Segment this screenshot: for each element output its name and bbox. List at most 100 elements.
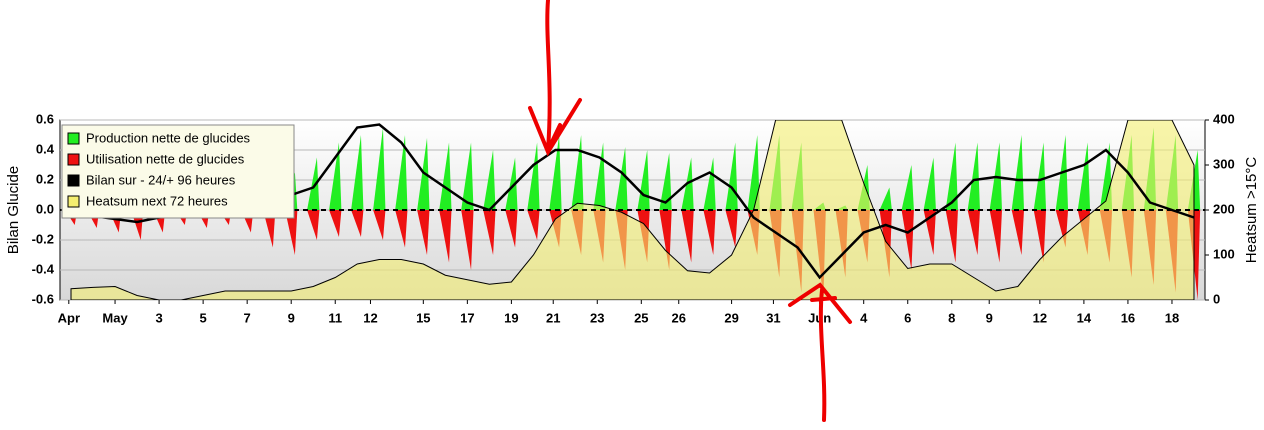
spike [945,210,958,263]
spike [747,135,760,210]
x-tick-label: 17 [460,310,474,325]
x-tick-label: 15 [416,310,430,325]
spike [1011,210,1025,255]
spike [373,210,386,240]
x-tick-label: May [102,310,128,325]
spike [527,142,540,210]
x-tick-label: 11 [328,310,342,325]
y-tick-label: 0.6 [36,111,54,126]
spike [1033,142,1047,210]
y2-tick-label: 0 [1213,291,1220,306]
area [70,120,1195,300]
spike [703,210,716,255]
spike [285,210,298,255]
x-tick-label: 31 [766,310,780,325]
plot [60,120,1205,300]
spike [505,157,518,210]
spike [1077,142,1091,210]
y2-tick-label: 300 [1213,156,1235,171]
x-tick-label: 9 [986,310,993,325]
spike [901,165,914,210]
spike [439,142,452,210]
spike [945,142,958,210]
spike [329,142,342,210]
spike [879,187,892,210]
spike [307,157,320,210]
x-tick-label: 12 [363,310,377,325]
y2-tick-label: 400 [1213,111,1235,126]
spike [681,210,694,263]
x-tick-label: 8 [948,310,955,325]
spike [395,135,408,210]
spike [725,210,738,248]
legend-label: Bilan sur - 24/+ 96 heures [86,172,236,187]
spike [527,210,540,240]
x-tick-label: 3 [155,310,162,325]
spike [703,157,716,210]
y-tick-label: 0.2 [36,171,54,186]
y2-tick-label: 100 [1213,246,1235,261]
spike [439,210,452,263]
spike [571,135,584,210]
x-tick-label: 18 [1165,310,1179,325]
spike [395,210,408,248]
x-tick-label: 6 [904,310,911,325]
y-tick-label: -0.6 [32,291,54,306]
spike [549,135,562,210]
x-tick-label: Apr [58,310,80,325]
legend-label: Production nette de glucides [86,130,251,145]
x-tick-label: 12 [1033,310,1047,325]
x-tick-label: 14 [1077,310,1092,325]
x-tick-label: 29 [724,310,738,325]
spike [461,210,474,270]
y2-tick-label: 200 [1213,201,1235,216]
spike [263,210,276,248]
spike [505,210,518,248]
arrow-annotation [528,0,582,157]
spike [967,142,980,210]
spike [1011,135,1025,210]
spike [967,210,980,255]
spike [923,210,936,255]
x-tick-label: 19 [504,310,518,325]
x-tick-label: 7 [244,310,251,325]
axes: -0.6 -0.4 -0.2 0.0 0.2 0.4 0.6 0 100 200 300 400 Apr… [32,111,1235,325]
x-tick-label: 4 [860,310,868,325]
spike [901,210,914,270]
y-tick-label: -0.4 [32,261,55,276]
legend-label: Utilisation nette de glucides [86,151,245,166]
x-tick-label: 9 [288,310,295,325]
y-axis-title: Bilan Glucide [5,166,22,254]
legend: Production nette de glucides Utilisation … [61,124,295,219]
spike [989,210,1002,263]
spike [417,210,430,255]
spike [923,157,936,210]
y-tick-label: 0.4 [36,141,55,156]
y-tick-label: 0.0 [36,201,54,216]
spike [483,210,496,255]
spike [351,135,364,210]
spike [329,210,342,237]
spike [659,153,672,210]
legend-label: Heatsum next 72 heures [86,193,228,208]
arrow-annotation [788,282,852,422]
legend-swatch [67,174,80,187]
spike [373,127,386,210]
y-tick-label: -0.2 [32,231,54,246]
spike [351,210,364,237]
legend-box [61,124,295,219]
spike [307,210,320,240]
spike [483,150,496,210]
spike [615,147,628,210]
spike [1033,210,1047,263]
x-tick-label: 26 [672,310,686,325]
y2-axis-title: Heatsum >15°C [1243,157,1260,264]
legend-swatch [67,132,80,145]
x-tick-label: 16 [1121,310,1135,325]
legend-swatch [67,153,80,166]
x-tick-label: 25 [634,310,648,325]
x-tick-label: 21 [546,310,560,325]
annotations [528,0,852,422]
x-tick-label: 23 [590,310,604,325]
